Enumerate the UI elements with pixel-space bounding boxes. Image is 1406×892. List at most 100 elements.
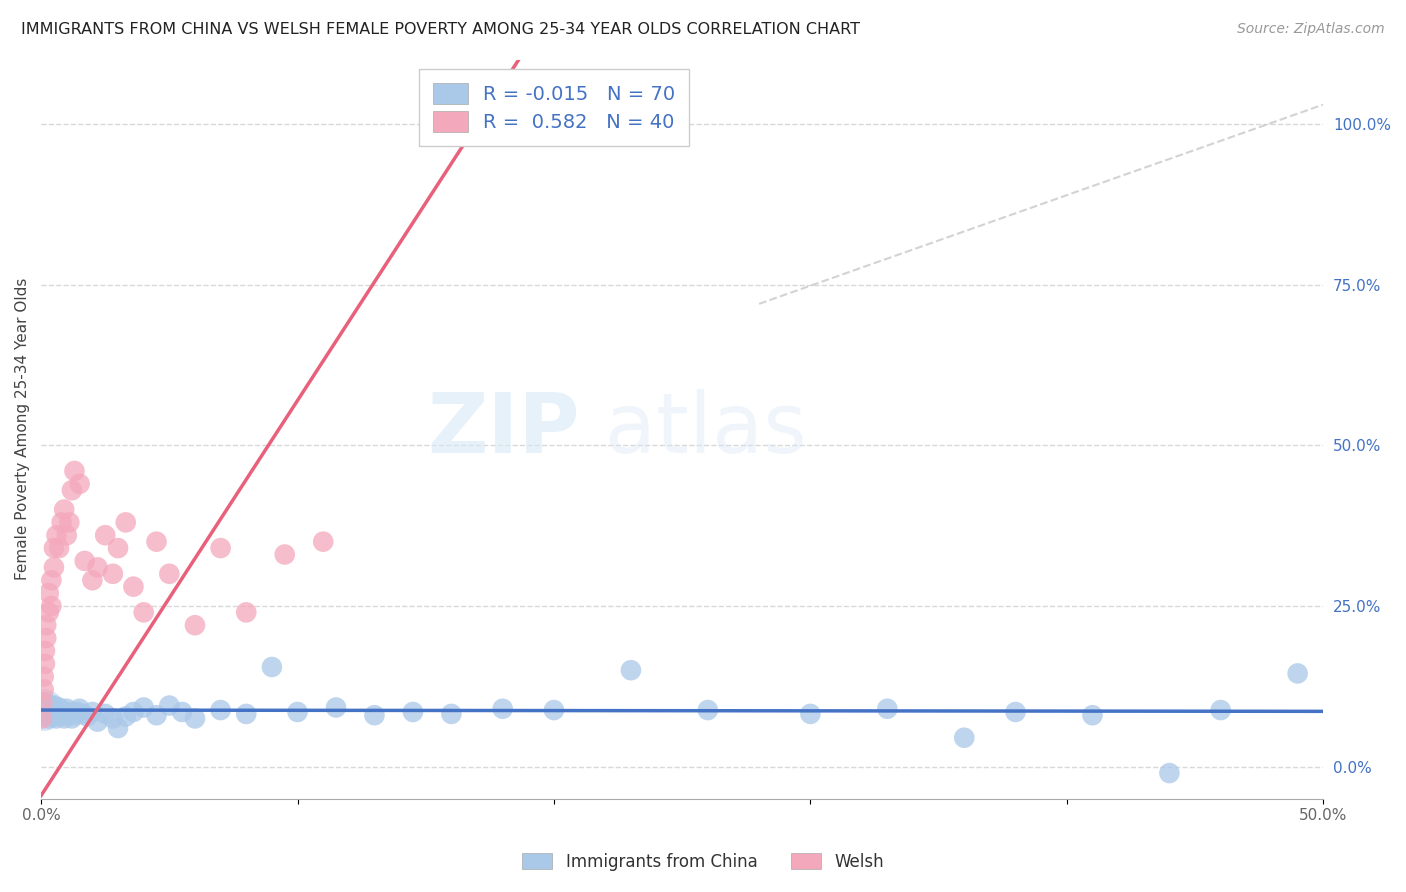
Point (94, 528, 117, 542)
Point (35, 705, 58, 719)
Point (42, 700, 65, 714)
Point (76, 709, 98, 723)
Point (41, 599, 63, 613)
Point (60, 711, 83, 725)
Legend: R = -0.015   N = 70, R =  0.582   N = 40: R = -0.015 N = 70, R = 0.582 N = 40 (419, 70, 689, 145)
Point (157, 698, 180, 713)
Point (73, 554, 96, 568)
Point (260, 660, 283, 674)
Point (34, 708, 56, 723)
Point (41, 703, 63, 717)
Point (45, 711, 67, 725)
Text: atlas: atlas (605, 389, 807, 470)
Point (53, 711, 76, 725)
Point (55, 702, 77, 716)
Text: Source: ZipAtlas.com: Source: ZipAtlas.com (1237, 22, 1385, 37)
Point (209, 703, 232, 717)
Point (492, 702, 515, 716)
Point (82, 573, 104, 587)
Point (37, 703, 59, 717)
Point (60, 483, 83, 498)
Point (35, 618, 58, 632)
Point (114, 516, 136, 530)
Point (145, 534, 167, 549)
Point (101, 711, 124, 725)
Point (132, 606, 155, 620)
Point (55, 528, 77, 542)
Point (122, 580, 145, 594)
Point (31, 711, 53, 725)
Point (1081, 708, 1104, 723)
Point (1004, 705, 1026, 719)
Point (35, 700, 58, 714)
Point (31, 695, 53, 709)
Point (312, 534, 335, 549)
Point (184, 711, 207, 725)
Point (38, 711, 60, 725)
Point (51, 703, 73, 717)
Y-axis label: Female Poverty Among 25-34 Year Olds: Female Poverty Among 25-34 Year Olds (15, 278, 30, 581)
Point (1286, 666, 1309, 681)
Point (107, 541, 129, 555)
Text: ZIP: ZIP (427, 389, 579, 470)
Point (32, 705, 55, 719)
Point (53, 502, 76, 516)
Point (66, 705, 89, 719)
Point (132, 700, 155, 714)
Point (34, 644, 56, 658)
Point (42, 698, 65, 713)
Point (122, 705, 145, 719)
Point (48, 705, 70, 719)
Point (31, 702, 53, 716)
Point (42, 541, 65, 555)
Point (60, 705, 83, 719)
Point (32, 682, 55, 697)
Point (45, 706, 67, 721)
Point (696, 703, 718, 717)
Point (107, 721, 129, 735)
Point (51, 708, 73, 723)
Point (34, 702, 56, 716)
Point (42, 560, 65, 574)
Point (63, 708, 86, 723)
Point (35, 631, 58, 645)
Point (235, 706, 257, 721)
Point (55, 708, 77, 723)
Point (86, 714, 108, 729)
Point (114, 709, 136, 723)
Point (172, 705, 194, 719)
Point (32, 698, 55, 713)
Point (48, 700, 70, 714)
Point (42, 709, 65, 723)
Point (543, 703, 565, 717)
Point (363, 708, 385, 723)
Point (45, 528, 67, 542)
Point (51, 516, 73, 530)
Point (274, 548, 297, 562)
Point (94, 706, 117, 721)
Point (58, 516, 80, 530)
Point (86, 560, 108, 574)
Point (32, 670, 55, 684)
Point (69, 476, 91, 491)
Point (58, 706, 80, 721)
Point (38, 606, 60, 620)
Point (145, 708, 167, 723)
Point (440, 706, 463, 721)
Point (465, 123, 488, 137)
Point (38, 698, 60, 713)
Point (184, 618, 207, 632)
Point (70, 706, 93, 721)
Point (157, 566, 180, 581)
Point (41, 708, 63, 723)
Point (69, 702, 91, 716)
Point (953, 731, 976, 745)
Point (42, 705, 65, 719)
Point (402, 705, 425, 719)
Point (34, 657, 56, 671)
Point (63, 464, 86, 478)
Point (1159, 766, 1181, 780)
Point (45, 702, 67, 716)
Point (32, 703, 55, 717)
Point (53, 705, 76, 719)
